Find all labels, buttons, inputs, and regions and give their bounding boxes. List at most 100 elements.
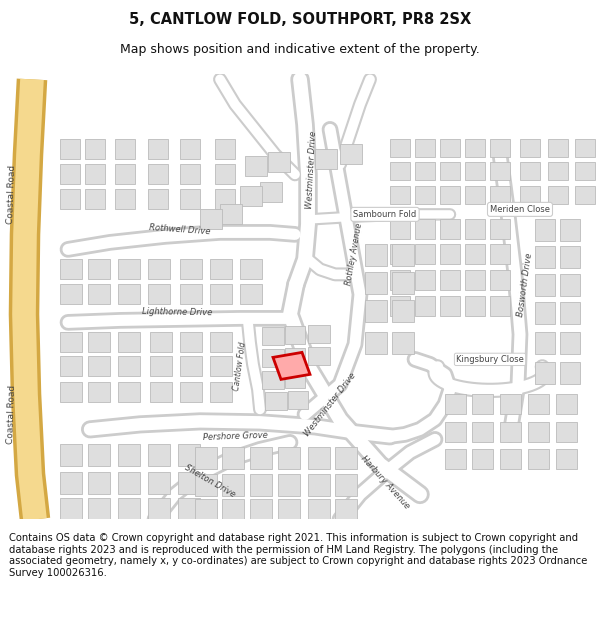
Polygon shape	[335, 448, 357, 469]
Polygon shape	[365, 244, 387, 266]
Polygon shape	[390, 296, 410, 316]
Polygon shape	[415, 271, 435, 291]
Polygon shape	[180, 332, 202, 352]
Polygon shape	[528, 449, 549, 469]
Polygon shape	[210, 382, 232, 402]
Polygon shape	[262, 328, 284, 346]
Polygon shape	[440, 162, 460, 181]
Polygon shape	[490, 162, 510, 181]
Polygon shape	[365, 272, 387, 294]
Polygon shape	[278, 474, 300, 496]
Text: Lighthorne Drive: Lighthorne Drive	[142, 308, 212, 318]
Text: Bosworth Drive: Bosworth Drive	[516, 252, 534, 317]
Text: Coastal Road: Coastal Road	[7, 384, 17, 444]
Polygon shape	[415, 162, 435, 181]
Polygon shape	[575, 139, 595, 158]
Polygon shape	[215, 189, 235, 209]
Text: Harbury Avenue: Harbury Avenue	[359, 454, 411, 511]
Polygon shape	[88, 284, 110, 304]
Polygon shape	[445, 394, 466, 414]
Polygon shape	[250, 499, 272, 521]
Polygon shape	[392, 244, 414, 266]
Polygon shape	[88, 472, 110, 494]
Polygon shape	[415, 186, 435, 204]
Polygon shape	[340, 144, 362, 164]
Polygon shape	[60, 189, 80, 209]
Text: Rothley Avenue: Rothley Avenue	[344, 222, 364, 286]
Polygon shape	[245, 156, 267, 176]
Polygon shape	[528, 394, 549, 414]
Polygon shape	[415, 244, 435, 264]
Polygon shape	[465, 271, 485, 291]
Polygon shape	[118, 382, 140, 402]
Polygon shape	[180, 139, 200, 159]
Polygon shape	[560, 332, 580, 354]
Polygon shape	[148, 139, 168, 159]
Polygon shape	[88, 332, 110, 352]
Polygon shape	[220, 204, 242, 224]
Polygon shape	[85, 139, 105, 159]
Polygon shape	[115, 189, 135, 209]
Polygon shape	[88, 259, 110, 279]
Polygon shape	[222, 448, 244, 469]
Polygon shape	[440, 296, 460, 316]
Polygon shape	[60, 356, 82, 376]
Polygon shape	[88, 356, 110, 376]
Text: Pershore Grove: Pershore Grove	[202, 431, 268, 442]
Polygon shape	[465, 162, 485, 181]
Polygon shape	[285, 348, 305, 366]
Polygon shape	[560, 246, 580, 268]
Polygon shape	[392, 301, 414, 322]
Polygon shape	[150, 356, 172, 376]
Polygon shape	[180, 259, 202, 279]
Polygon shape	[490, 186, 510, 204]
Polygon shape	[88, 444, 110, 466]
Polygon shape	[440, 186, 460, 204]
Polygon shape	[335, 474, 357, 496]
Text: Rothwell Drive: Rothwell Drive	[149, 222, 211, 236]
Polygon shape	[440, 271, 460, 291]
Polygon shape	[535, 302, 555, 324]
Polygon shape	[560, 219, 580, 241]
Polygon shape	[148, 498, 170, 521]
Polygon shape	[180, 284, 202, 304]
Polygon shape	[250, 474, 272, 496]
Polygon shape	[180, 164, 200, 184]
Polygon shape	[115, 164, 135, 184]
Polygon shape	[148, 189, 168, 209]
Polygon shape	[60, 498, 82, 521]
Polygon shape	[148, 472, 170, 494]
Polygon shape	[273, 352, 310, 379]
Text: 5, CANTLOW FOLD, SOUTHPORT, PR8 2SX: 5, CANTLOW FOLD, SOUTHPORT, PR8 2SX	[129, 12, 471, 27]
Polygon shape	[490, 244, 510, 264]
Text: Coastal Road: Coastal Road	[7, 164, 17, 224]
Polygon shape	[148, 284, 170, 304]
Polygon shape	[365, 301, 387, 322]
Polygon shape	[148, 259, 170, 279]
Polygon shape	[88, 382, 110, 402]
Polygon shape	[178, 444, 200, 466]
Polygon shape	[390, 271, 410, 291]
Polygon shape	[195, 499, 217, 521]
Polygon shape	[195, 474, 217, 496]
Polygon shape	[118, 284, 140, 304]
Polygon shape	[178, 472, 200, 494]
Polygon shape	[308, 348, 330, 366]
Polygon shape	[308, 499, 330, 521]
Polygon shape	[60, 332, 82, 352]
Polygon shape	[535, 332, 555, 354]
Polygon shape	[260, 182, 282, 203]
Polygon shape	[118, 498, 140, 521]
Polygon shape	[210, 356, 232, 376]
Polygon shape	[490, 296, 510, 316]
Polygon shape	[118, 356, 140, 376]
Polygon shape	[490, 219, 510, 239]
Polygon shape	[278, 448, 300, 469]
Polygon shape	[390, 219, 410, 239]
Polygon shape	[268, 152, 290, 173]
Polygon shape	[390, 186, 410, 204]
Polygon shape	[278, 499, 300, 521]
Polygon shape	[575, 186, 595, 204]
Polygon shape	[520, 139, 540, 158]
Polygon shape	[500, 394, 521, 414]
